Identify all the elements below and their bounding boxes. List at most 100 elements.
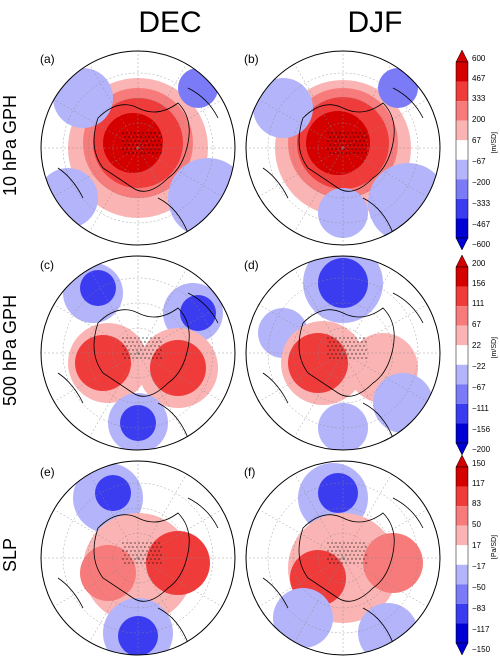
coastline: [298, 512, 395, 602]
colorbar-bin: [456, 306, 468, 326]
cbar-tick: −83: [472, 604, 486, 613]
colorbar-slp: 150 117 83 50 17 −17 −50 −83 −117 −150 […: [455, 455, 500, 655]
cbar-tick: −600: [472, 240, 491, 249]
anomaly-region: [318, 258, 368, 308]
cbar-tick: −67: [472, 157, 486, 166]
cbar-tick: −22: [472, 362, 486, 371]
cbar-tick: 333: [472, 94, 486, 103]
colorbar-bin: [456, 62, 468, 82]
cbar-tick: −17: [472, 562, 486, 571]
significance-stippling: [122, 542, 162, 564]
row-title-slp: SLP: [0, 537, 20, 573]
cbar-tick: −117: [472, 625, 490, 634]
cbar-tick: 22: [472, 341, 481, 350]
cbar-tick: −200: [472, 445, 491, 454]
cbar-tick: 117: [472, 479, 485, 488]
coastline: [93, 307, 190, 397]
anomaly-region: [146, 531, 210, 595]
colorbar-bin: [456, 179, 468, 199]
significance-stippling: [122, 132, 162, 154]
coastline: [262, 87, 424, 234]
map-c: [40, 255, 236, 451]
panel-label-a: (a): [40, 52, 55, 66]
anomaly-region: [178, 68, 218, 108]
colorbar-bin: [456, 345, 468, 365]
anomaly-region: [253, 78, 313, 138]
cbar-tick: −200: [472, 178, 491, 187]
colorbar-bin: [456, 506, 468, 526]
colorbar-bin: [456, 545, 468, 565]
colorbar-bin: [456, 564, 468, 585]
colorbar-unit: [m/SD]: [491, 132, 498, 154]
colorbar-bin: [456, 81, 468, 102]
colorbar-bin: [456, 159, 468, 180]
colorbar-unit: [m/SD]: [491, 337, 498, 359]
significance-stippling: [327, 542, 367, 564]
cbar-tick: 200: [472, 259, 486, 268]
colorbar-bin: [456, 101, 468, 121]
colorbar-bin: [456, 218, 468, 238]
anomaly-region: [150, 340, 206, 396]
colorbar-bin: [456, 286, 468, 307]
cbar-tick: −467: [472, 220, 491, 229]
colorbar-bin: [456, 486, 468, 507]
colorbar-bin: [456, 623, 468, 643]
colorbar-bin: [456, 198, 468, 219]
colorbar-bin: [456, 403, 468, 424]
colorbar-500hpa: 200 156 111 67 22 −22 −67 −111 −156 −200…: [455, 255, 500, 455]
cbar-tick: 17: [472, 541, 481, 550]
cbar-tick: 467: [472, 74, 486, 83]
column-title-djf: DJF: [347, 6, 403, 39]
column-title-dec: DEC: [138, 6, 202, 39]
significance-stippling: [122, 337, 162, 359]
anomaly-region: [273, 588, 333, 648]
map-e: [40, 460, 236, 656]
colorbar-slp-svg: [455, 455, 469, 655]
coastline: [93, 102, 190, 192]
row-title-10hpa: 10 hPa GPH: [0, 94, 20, 196]
colorbar-unit: [Pa/SD]: [491, 535, 498, 560]
coastline: [93, 512, 190, 602]
anomaly-region: [80, 545, 136, 601]
panel-label-e: (e): [40, 465, 55, 479]
colorbar-bin: [456, 603, 468, 624]
anomaly-region: [288, 333, 348, 393]
coastline: [57, 497, 219, 644]
anomaly-region: [53, 68, 113, 128]
panel-label-c: (c): [40, 258, 54, 272]
colorbar-10hpa-svg: [455, 50, 469, 250]
row-title-500hpa: 500 hPa GPH: [0, 294, 20, 406]
panel-label-d: (d): [244, 258, 259, 272]
cbar-tick: −150: [472, 645, 491, 654]
colorbar-bin: [456, 364, 468, 385]
significance-stippling: [327, 132, 367, 154]
anomaly-region: [363, 533, 423, 593]
anomaly-region: [80, 270, 116, 306]
cbar-tick: 111: [472, 299, 485, 308]
cbar-tick: −156: [472, 425, 491, 434]
anomaly-region: [41, 168, 98, 228]
cbar-tick: 67: [472, 320, 481, 329]
colorbar-bin: [456, 325, 468, 346]
map-f: [245, 460, 441, 656]
colorbar-bin: [456, 120, 468, 141]
coastline: [262, 497, 424, 644]
map-a: [40, 50, 236, 246]
anomaly-region: [373, 373, 433, 433]
map-b: [245, 50, 441, 246]
coastline: [57, 87, 219, 234]
cbar-tick: 83: [472, 499, 481, 508]
anomaly-region: [103, 113, 163, 173]
cbar-tick: −50: [472, 583, 486, 592]
anomaly-region: [180, 295, 216, 331]
anomaly-region: [95, 475, 131, 511]
anomaly-region: [75, 335, 131, 391]
colorbar-bin: [456, 140, 468, 160]
colorbar-bin: [456, 584, 468, 604]
coastline: [262, 292, 424, 439]
colorbar-10hpa: 600 467 333 200 67 −67 −200 −333 −467 −6…: [455, 50, 500, 250]
colorbar-bin: [456, 384, 468, 404]
colorbar-bin: [456, 267, 468, 287]
panel-label-f: (f): [244, 465, 256, 479]
colorbar-bin: [456, 423, 468, 443]
